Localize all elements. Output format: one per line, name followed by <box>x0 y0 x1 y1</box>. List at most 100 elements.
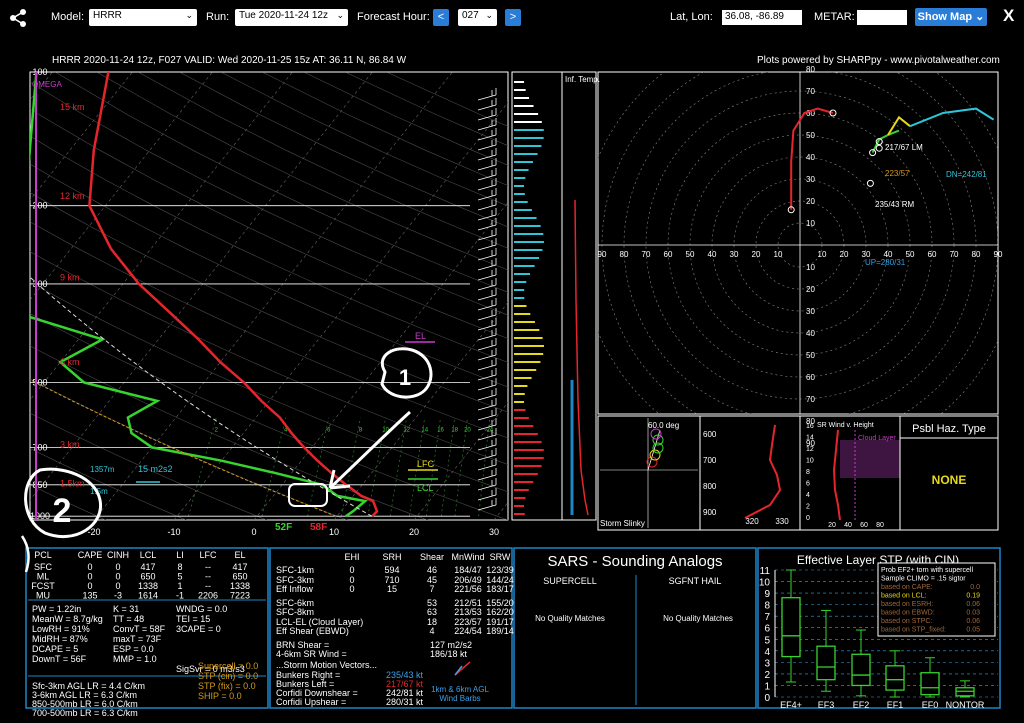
srwind-x-tick: 40 <box>844 522 852 529</box>
hodograph-y-tick: 30 <box>806 307 815 316</box>
hodograph-y-tick: 40 <box>806 153 815 162</box>
storm-slinky-frame <box>597 415 701 531</box>
wind-barb <box>477 478 497 491</box>
kinematic-header: MnWind <box>451 552 484 562</box>
credit-text: Plots powered by SHARPpy - www.pivotalwe… <box>757 55 1000 66</box>
barb-staff <box>477 144 497 151</box>
stp-y-tick: 3 <box>764 658 770 669</box>
parcel-trace <box>30 276 373 517</box>
wind-barb <box>477 258 497 271</box>
annotation-box <box>288 483 328 507</box>
stp-y-tick: 9 <box>764 589 770 600</box>
barb-staff <box>477 224 497 231</box>
downdraft-parcel-trace <box>30 378 337 517</box>
kinematic-row-label: SFC-1km <box>276 565 314 575</box>
inf-temp-label: Inf. Temp. <box>565 75 600 84</box>
hodograph-trace-red <box>790 107 834 210</box>
mixing-ratio-label: 14 <box>421 428 428 434</box>
dry-adiabat <box>30 108 508 339</box>
hodograph-y-tick: 30 <box>806 175 815 184</box>
stp-y-tick: 10 <box>759 578 771 589</box>
barb-staff <box>477 354 497 361</box>
wind-barb <box>477 158 497 171</box>
close-button[interactable]: X <box>1003 6 1015 25</box>
metar-input[interactable] <box>857 10 907 25</box>
kinematic-cell: 53 <box>427 598 437 608</box>
surface-dewpoint-label: 52F <box>275 522 292 533</box>
parcel-cell: 0 <box>115 562 120 572</box>
dry-adiabat <box>30 135 508 363</box>
barb-staff <box>477 174 497 181</box>
parcel-cell: 1 <box>177 581 182 591</box>
parcel-header: LI <box>176 550 184 560</box>
barb-staff <box>477 394 497 401</box>
hodograph-y-tick: 20 <box>806 285 815 294</box>
dry-adiabat <box>30 412 268 520</box>
stp-legend-line: based on CAPE: <box>881 584 933 591</box>
height-label: 12 km <box>60 191 85 201</box>
next-hour-button[interactable]: > <box>505 9 521 26</box>
storm-motion-value: 242/81 kt <box>386 688 424 698</box>
wind-barb <box>477 108 497 121</box>
storm-slinky-deg: 60.0 deg <box>648 421 679 430</box>
wind-barb <box>477 498 497 511</box>
barb-staff <box>477 154 497 161</box>
index-value: MidRH = 87% <box>32 634 88 644</box>
stp-category-label: EF1 <box>887 700 904 710</box>
parcel-cell: FCST <box>31 581 55 591</box>
pressure-tick-label: 700 <box>32 442 47 452</box>
latlon-input[interactable]: 36.08, -86.89 <box>722 10 802 25</box>
parcel-cell: 2206 <box>198 591 218 601</box>
forecast-hour-label: Forecast Hour: <box>357 11 430 23</box>
wind-barb <box>477 458 497 471</box>
mixing-ratio-label: 20 <box>464 428 471 434</box>
show-map-button[interactable]: Show Map ⌄ <box>915 8 987 26</box>
kinematic-cell: 191/17 <box>486 617 514 627</box>
hodograph-marker <box>869 149 877 157</box>
mixing-ratio-line <box>389 417 408 517</box>
mixing-ratio-line <box>425 417 441 517</box>
barb-staff <box>477 124 497 131</box>
annotation-number-1: 1 <box>399 365 411 390</box>
barb-staff <box>477 244 497 251</box>
hodograph-x-tick: 40 <box>708 250 717 259</box>
wind-barb <box>477 88 497 101</box>
prev-hour-button[interactable]: < <box>433 9 449 26</box>
srwind-y-tick: 14 <box>806 435 814 442</box>
parcel-cell: 0 <box>115 581 120 591</box>
stp-legend-line: based on ESRH: <box>881 601 933 608</box>
stp-box <box>920 672 940 696</box>
model-select[interactable]: HRRR ⌄ <box>89 9 197 26</box>
hodograph-y-tick: 20 <box>806 197 815 206</box>
hodograph-lm-label: 217/67 LM <box>885 143 923 152</box>
hodograph-y-tick: 10 <box>806 219 815 228</box>
dry-adiabat <box>303 72 508 166</box>
hour-select[interactable]: 027 ⌄ <box>458 9 497 26</box>
hodograph-x-tick: 10 <box>774 250 783 259</box>
skewt-frame <box>29 71 509 521</box>
sars-supercell-message: No Quality Matches <box>535 614 605 623</box>
slinky-ring <box>649 449 661 461</box>
parcel-header: LFC <box>199 550 217 560</box>
hodograph-x-tick: 30 <box>730 250 739 259</box>
wind-barb <box>477 438 497 451</box>
composite-index: Supercell = 0.0 <box>198 661 258 671</box>
barb-staff <box>477 424 497 431</box>
stp-legend-line: based on STPC: <box>881 618 932 625</box>
wind-barb <box>477 98 497 111</box>
height-label: 1.5km <box>60 479 85 489</box>
height-label: 15 km <box>60 102 85 112</box>
srwind-y-tick: 16 <box>806 423 814 430</box>
run-value: Tue 2020-11-24 12z <box>239 10 328 21</box>
share-icon[interactable] <box>8 7 30 29</box>
kinematic-header: Shear <box>420 552 444 562</box>
omega-label: OMEGA <box>32 80 62 89</box>
hodograph-y-tick: 60 <box>806 109 815 118</box>
hazard-value: NONE <box>932 473 967 487</box>
wind-barb <box>477 288 497 301</box>
hodograph-y-tick: 40 <box>806 329 815 338</box>
srwind-annot: Cloud Layer <box>858 435 896 442</box>
run-select[interactable]: Tue 2020-11-24 12z ⌄ <box>235 9 348 26</box>
el-label: EL <box>415 331 426 341</box>
